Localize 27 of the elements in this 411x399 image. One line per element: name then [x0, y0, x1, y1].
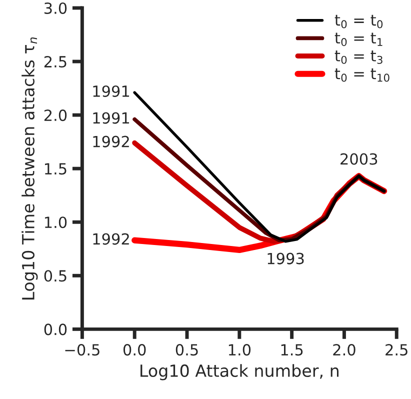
y-tick-label: 1.5: [45, 163, 66, 175]
y-tick-label: 2.5: [44, 56, 66, 68]
x-tick-label: 0.5: [176, 344, 198, 356]
x-tick-label: −0.5: [65, 344, 100, 356]
x-tick-label: 1.0: [228, 344, 251, 356]
y-tick-label: 0.0: [44, 324, 67, 336]
y-tick-label: 1.0: [45, 216, 67, 228]
annotation: 1991: [93, 112, 130, 124]
annotation: 1991: [93, 85, 130, 97]
annotation: 1992: [93, 136, 129, 148]
y-tick-label: 2.0: [44, 110, 67, 122]
x-tick-label: 0.0: [123, 344, 146, 356]
x-tick-label: 1.5: [281, 344, 303, 356]
y-tick-label: 3.0: [44, 2, 67, 14]
x-tick-label: 2.0: [333, 344, 356, 356]
y-axis-title: Log10 Time between attacks τ$_{n}$: [22, 37, 38, 300]
annotation: 1992: [93, 233, 129, 245]
legend-label: t$_{0}$ = t$_{10}$: [334, 68, 390, 82]
annotation: 1993: [268, 252, 304, 264]
legend-label: t$_{0}$ = t$_{1}$: [334, 32, 382, 46]
legend-label: t$_{0}$ = t$_{0}$: [334, 14, 383, 28]
x-tick-label: 2.5: [386, 344, 408, 356]
x-axis-title: Log10 Attack number, n: [140, 364, 338, 380]
line-series: [133, 91, 386, 243]
annotation: 2003: [340, 153, 378, 165]
legend-label: t$_{0}$ = t$_{3}$: [334, 50, 382, 64]
y-tick-label: 0.5: [44, 270, 66, 282]
